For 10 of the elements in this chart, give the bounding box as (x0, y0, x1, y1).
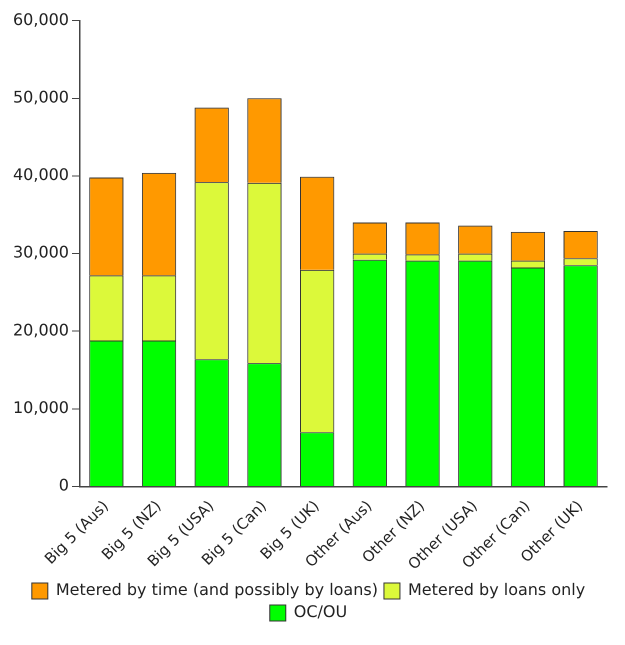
y-tick-label: 0 (58, 476, 69, 495)
legend-label: OC/OU (294, 602, 348, 622)
y-tick-label: 30,000 (13, 242, 69, 262)
y-tick-label: 10,000 (13, 398, 69, 418)
y-tick-label: 50,000 (13, 87, 69, 106)
legend-label: Metered by loans only (408, 580, 586, 600)
legend-label: Metered by time (and possibly by loans) (56, 580, 378, 600)
y-tick-label: 60,000 (13, 10, 69, 29)
y-tick-label: 40,000 (13, 165, 69, 184)
y-tick-label: 20,000 (13, 320, 69, 340)
